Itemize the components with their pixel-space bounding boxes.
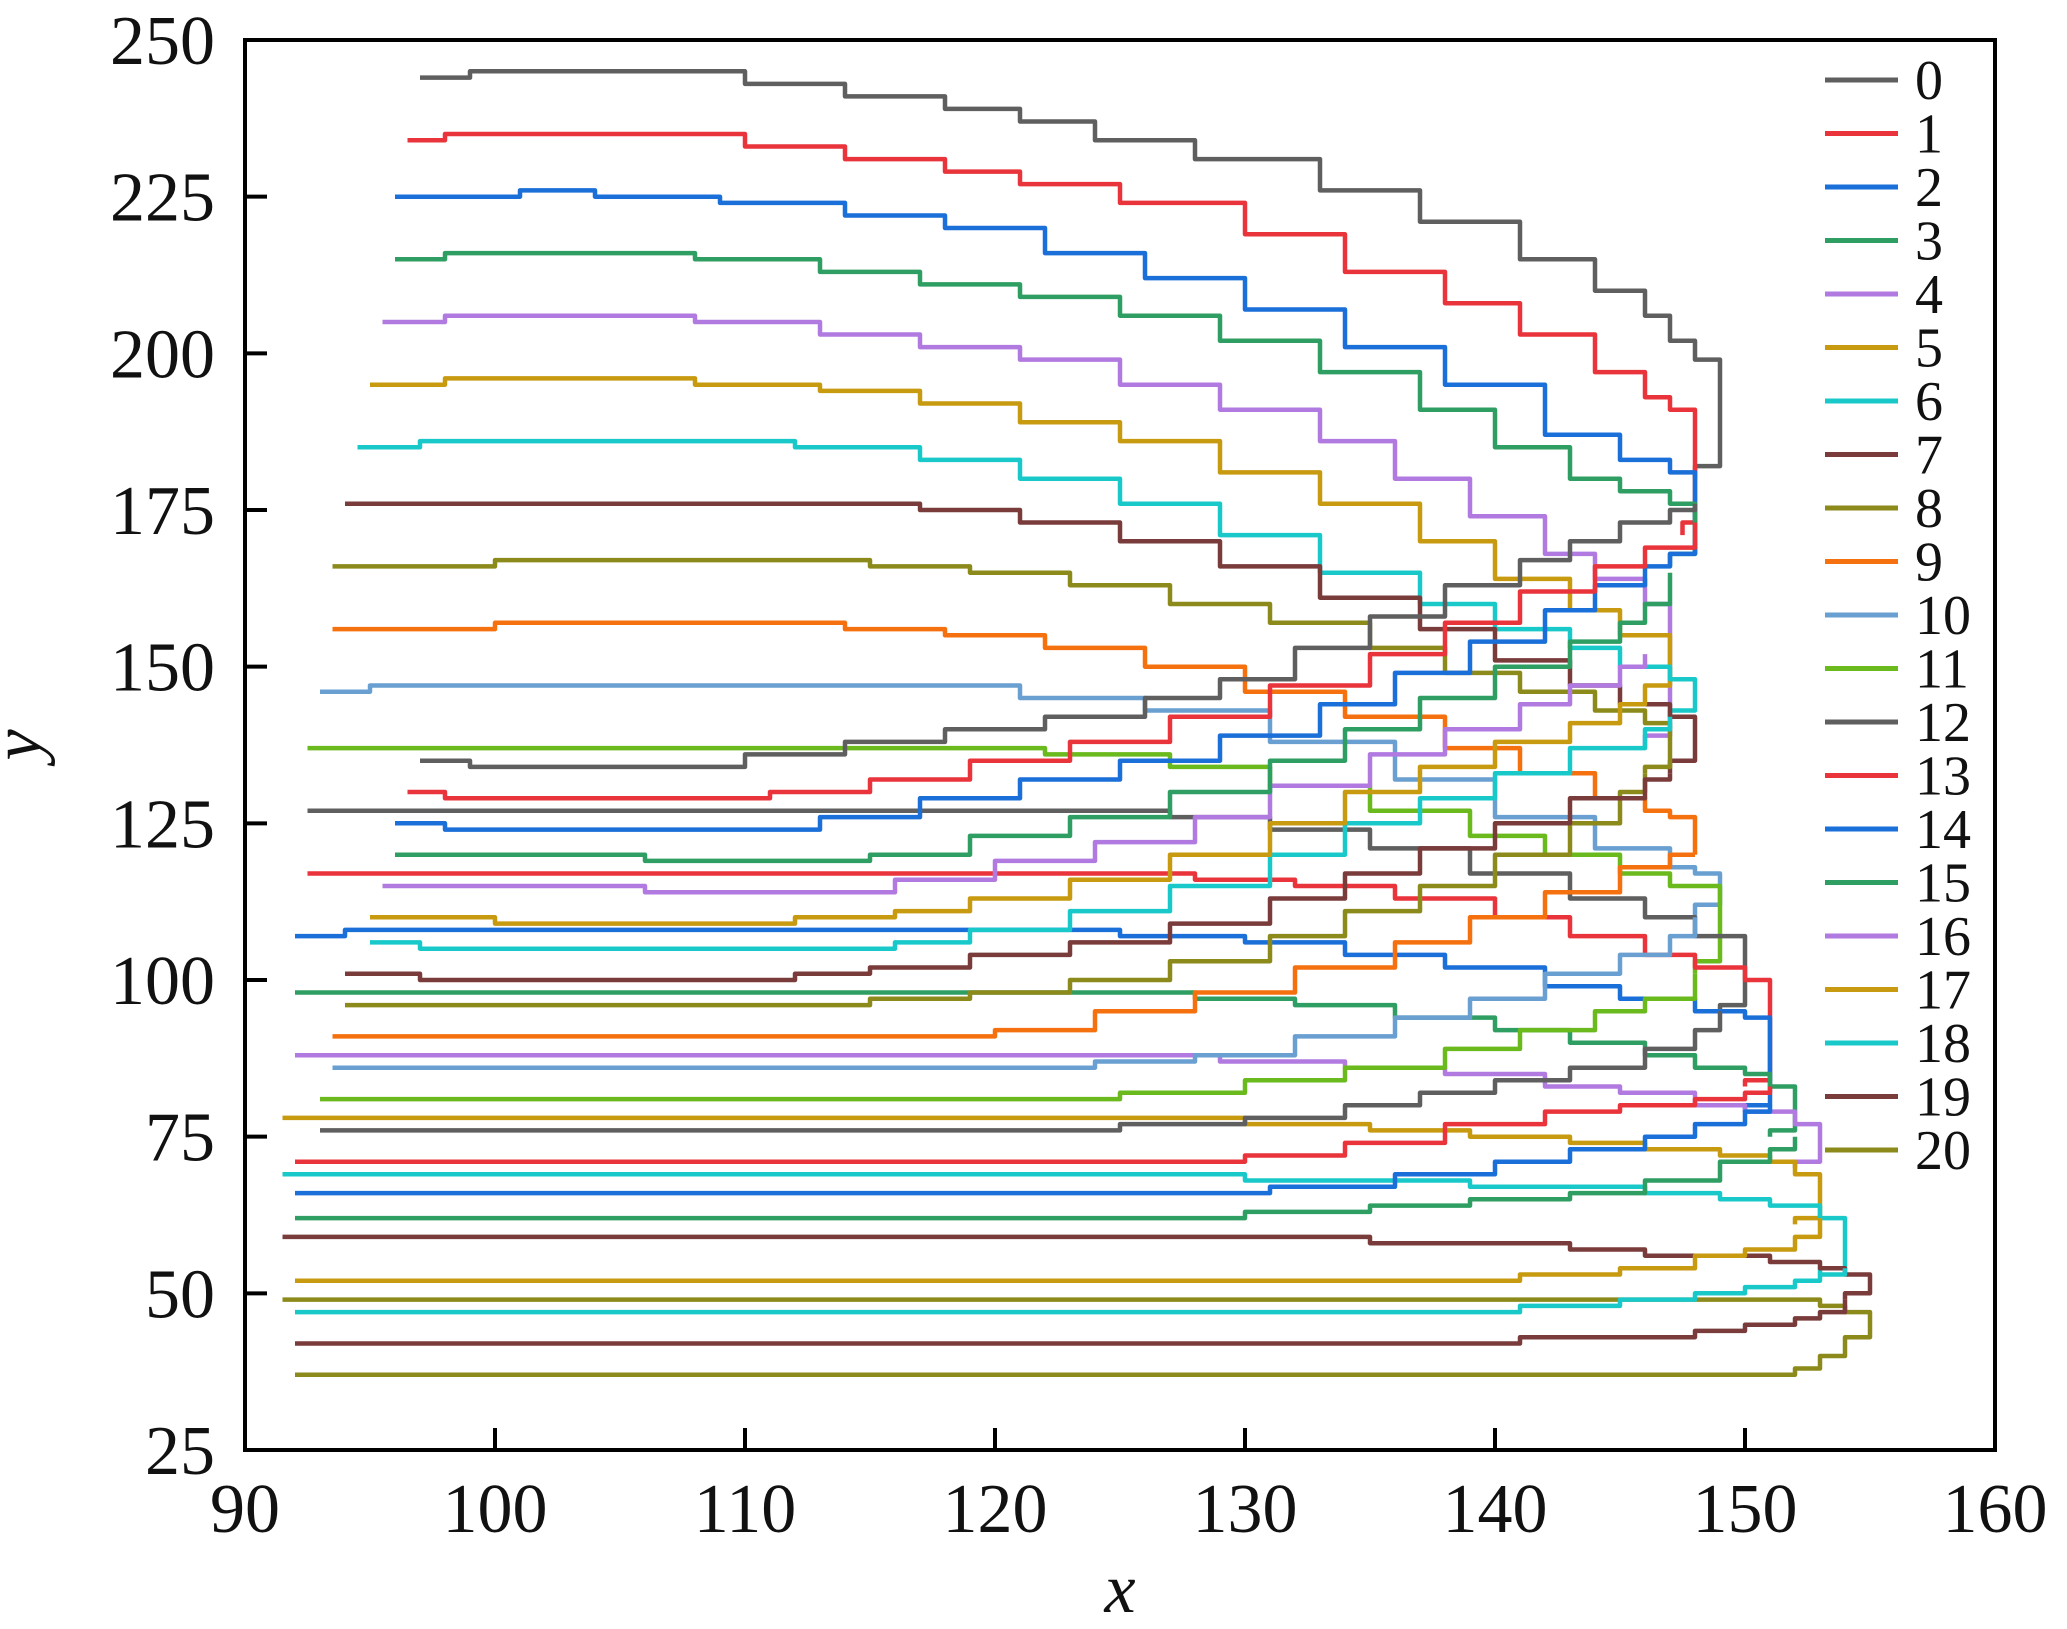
series-line-branch-40 [420,503,1698,770]
legend-label-13: 13 [1915,746,1971,808]
x-tick-label: 120 [943,1471,1048,1548]
series-line-branch-30 [332,917,1698,1070]
y-tick-label: 25 [145,1413,215,1490]
series-line-16 [295,1052,1823,1168]
legend-label-15: 15 [1915,853,1971,915]
legend-label-9: 9 [1915,532,1943,594]
series-line-10 [320,683,1723,918]
y-tick-label: 125 [110,786,215,863]
series-line-0 [420,69,1723,479]
series-line-5 [370,376,1673,698]
legend-label-10: 10 [1915,585,1971,647]
series-lines [282,69,1873,1378]
series-line-branch-38 [395,541,1698,832]
series-line-4 [382,313,1673,749]
series-line-6 [357,438,1698,717]
series-line-15 [295,990,1798,1137]
series-line-2 [395,188,1698,554]
x-tick-label: 150 [1693,1471,1798,1548]
x-tick-label: 90 [210,1471,280,1548]
series-line-branch-26 [295,1105,1773,1196]
x-tick-label: 160 [1943,1471,2048,1548]
series-line-branch-28 [320,1011,1723,1133]
legend-label-14: 14 [1915,799,1971,861]
series-line-branch-27 [295,1086,1773,1164]
legend-label-11: 11 [1915,639,1969,701]
x-tick-label: 110 [694,1471,796,1548]
series-line-8 [332,557,1673,774]
legend-label-3: 3 [1915,211,1943,273]
series-line-7 [345,501,1698,774]
series-line-branch-37 [395,572,1673,864]
series-line-17 [282,1115,1823,1225]
series-line-branch-32 [345,773,1648,1008]
plot-frame [243,38,1997,1452]
series-line-branch-25 [295,1136,1798,1221]
series-line-9 [332,620,1698,855]
series-line-branch-36 [382,654,1648,895]
series-line-3 [395,250,1698,567]
legend-label-5: 5 [1915,318,1943,380]
y-tick-label: 250 [110,3,215,80]
legend-label-7: 7 [1915,425,1943,487]
x-axis-title: x [1103,1551,1135,1628]
series-line-branch-29 [320,973,1698,1102]
y-tick-label: 150 [110,630,215,707]
legend-label-19: 19 [1915,1067,1971,1129]
y-tick-label: 100 [110,943,215,1020]
series-line-branch-21 [295,1218,1823,1284]
y-tick-label: 75 [145,1100,215,1177]
legend-label-4: 4 [1915,264,1943,326]
series-line-branch-33 [345,773,1673,983]
legend-label-6: 6 [1915,371,1943,433]
x-tick-label: 130 [1193,1471,1298,1548]
legend-label-12: 12 [1915,692,1971,754]
series-line-branch-35 [370,698,1648,926]
legend-label-0: 0 [1915,50,1943,112]
legend-label-16: 16 [1915,906,1971,968]
axis-ticks: 90 100 110 120 130 140 150 16025507510012515017… [110,3,2048,1548]
legend-label-18: 18 [1915,1013,1971,1075]
series-line-1 [407,131,1698,536]
y-tick-label: 225 [110,160,215,237]
y-axis-title: y [0,729,56,767]
y-tick-label: 200 [110,316,215,393]
series-line-branch-22 [295,1268,1848,1315]
series-line-18 [282,1172,1848,1275]
series-line-branch-34 [370,716,1673,951]
series-line-branch-24 [295,1343,1848,1378]
series-line-branch-31 [332,852,1695,1039]
series-line-branch-39 [407,522,1698,801]
x-tick-label: 100 [443,1471,548,1548]
legend-label-1: 1 [1915,104,1943,166]
legend-label-20: 20 [1915,1120,1971,1182]
legend-label-8: 8 [1915,478,1943,540]
y-tick-label: 175 [110,473,215,550]
x-tick-label: 140 [1443,1471,1548,1548]
series-line-19 [282,1234,1873,1300]
series-line-14 [295,927,1773,1112]
series-line-branch-23 [295,1299,1848,1346]
legend-label-17: 17 [1915,960,1971,1022]
legend-label-2: 2 [1915,157,1943,219]
y-tick-label: 50 [145,1256,215,1333]
